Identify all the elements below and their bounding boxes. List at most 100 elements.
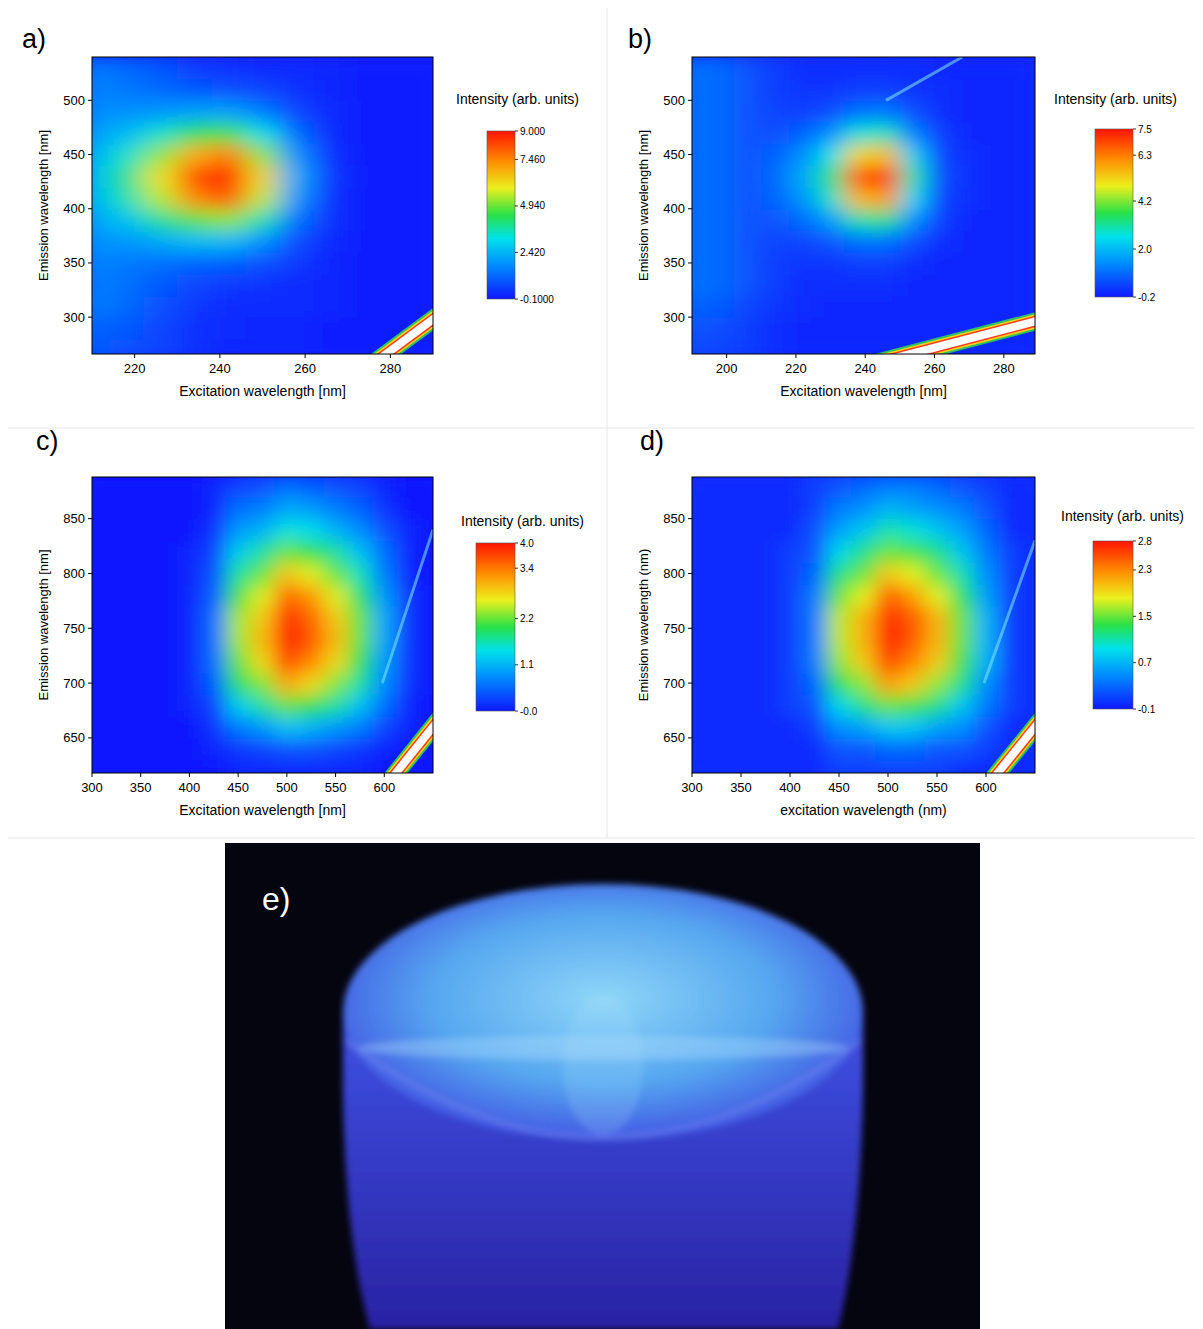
heat-cell <box>92 628 105 651</box>
heat-cell <box>900 563 925 586</box>
heat-cell <box>348 606 373 629</box>
plot-background <box>92 57 433 354</box>
panel: 300350400450500550600650700750800850exci… <box>636 426 1184 818</box>
x-tick-label: 450 <box>227 780 249 795</box>
sample-top <box>343 884 863 1140</box>
x-axis-title: Excitation wavelength [nm] <box>179 802 346 818</box>
heat-cell <box>753 606 778 629</box>
heat-cell <box>955 122 983 144</box>
heat-cell <box>382 295 417 317</box>
heat-cell <box>955 295 983 317</box>
heat-cell <box>998 497 1023 520</box>
heat-cell <box>177 628 202 651</box>
heat-cell <box>983 100 1011 122</box>
x-tick-label: 260 <box>294 361 316 376</box>
heat-cell <box>104 584 129 607</box>
heat-cell <box>734 274 762 296</box>
colorbar-tick <box>515 618 518 619</box>
heat-cell <box>817 252 845 274</box>
heat-cell <box>314 339 349 354</box>
heat-cell <box>109 295 144 317</box>
heat-cell <box>802 716 827 739</box>
heat-cell <box>1011 209 1035 231</box>
heat-cell <box>817 317 845 339</box>
heat-cell <box>876 497 901 520</box>
panel-separator <box>8 428 1195 429</box>
panel: 220240260280300350400450500Excitation wa… <box>22 24 579 399</box>
heat-cell <box>734 339 762 354</box>
heat-cell <box>949 738 974 761</box>
plot-background <box>692 57 1035 354</box>
heat-cell <box>789 165 817 187</box>
heat-cell <box>314 122 349 144</box>
heat-cell <box>245 295 280 317</box>
y-tick <box>688 737 692 738</box>
heat-cell <box>109 230 144 252</box>
heat-cell <box>827 541 852 564</box>
heat-cell <box>789 144 817 166</box>
x-tick-label: 500 <box>877 780 899 795</box>
heat-cell <box>323 563 348 586</box>
heat-cell <box>761 165 789 187</box>
colorbar-tick-label: 2.0 <box>1138 244 1152 255</box>
heat-cell <box>143 122 178 144</box>
heat-cell <box>872 230 900 252</box>
x-tick <box>134 354 135 358</box>
heat-cell <box>143 100 178 122</box>
heat-cell <box>92 187 110 209</box>
heat-cell <box>817 187 845 209</box>
saturated-band <box>872 311 1035 354</box>
heat-cell <box>974 606 999 629</box>
heat-cell <box>92 519 105 542</box>
heat-cell <box>734 122 762 144</box>
heat-cell <box>245 274 280 296</box>
heat-cell <box>706 252 734 274</box>
heat-cell <box>177 274 212 296</box>
heat-cell <box>789 187 817 209</box>
colorbar-tick <box>515 205 518 206</box>
heat-cell <box>844 295 872 317</box>
saturated-band <box>354 296 433 354</box>
heat-cell <box>1011 100 1035 122</box>
x-tick <box>92 773 93 777</box>
heat-cell <box>729 477 754 497</box>
heat-cell <box>323 628 348 651</box>
heat-cell <box>314 274 349 296</box>
heat-cell <box>692 230 706 252</box>
heat-cell <box>299 760 324 773</box>
heat-cell <box>1023 584 1035 607</box>
heat-cell <box>275 497 300 520</box>
heat-cell <box>372 497 397 520</box>
heat-cell <box>226 606 251 629</box>
heat-cell <box>348 230 383 252</box>
heat-cell <box>421 760 433 773</box>
heat-cell <box>876 541 901 564</box>
heat-cell <box>983 274 1011 296</box>
heat-cell <box>817 274 845 296</box>
heat-cell <box>104 541 129 564</box>
heat-cell <box>925 563 950 586</box>
heat-cell <box>900 317 928 339</box>
heat-cell <box>280 57 315 79</box>
heat-cell <box>974 738 999 761</box>
heat-cell <box>844 144 872 166</box>
heat-cell <box>177 317 212 339</box>
heat-cell <box>202 584 227 607</box>
heat-cell <box>706 144 734 166</box>
heat-cell <box>348 165 383 187</box>
heat-cell <box>876 606 901 629</box>
scatter-line <box>984 541 1035 684</box>
heat-cell <box>704 628 729 651</box>
heat-cell <box>250 650 275 673</box>
heat-cell <box>250 760 275 773</box>
heat-cell <box>104 672 129 695</box>
heat-cell <box>1011 144 1035 166</box>
x-tick <box>238 773 239 777</box>
x-tick-label: 450 <box>828 780 850 795</box>
heat-cell <box>382 57 417 79</box>
heat-cell <box>704 563 729 586</box>
heat-cell <box>692 57 706 79</box>
heat-cell <box>202 606 227 629</box>
heat-cell <box>202 672 227 695</box>
heat-cell <box>789 122 817 144</box>
